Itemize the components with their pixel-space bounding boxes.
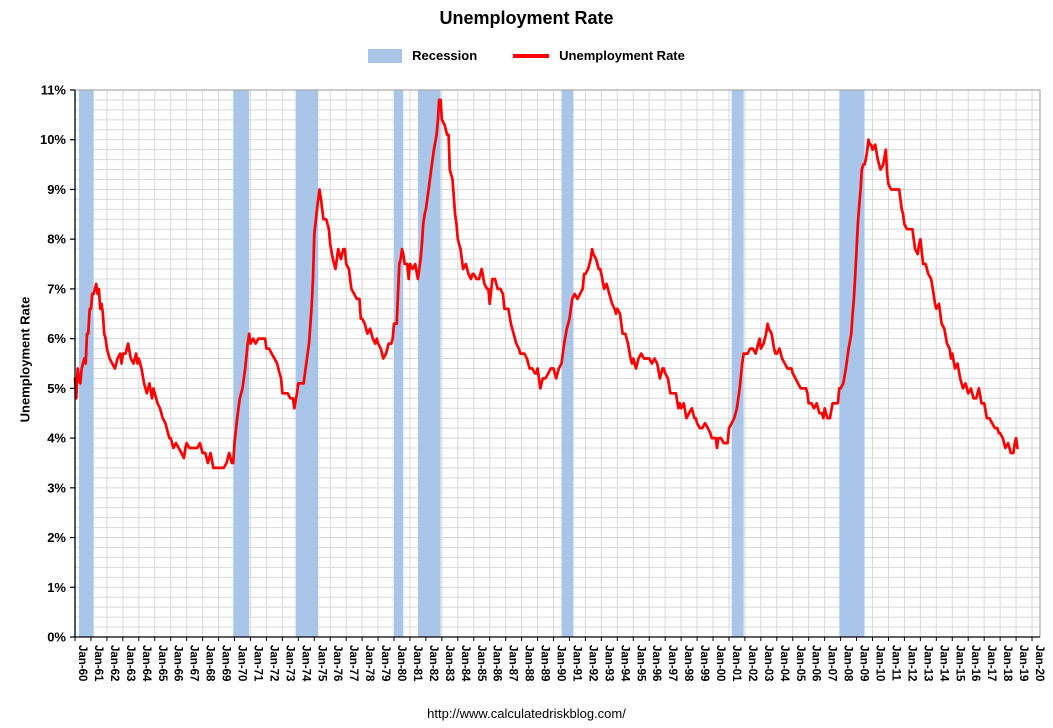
svg-text:Jan-07: Jan-07 <box>826 645 838 681</box>
svg-text:Jan-95: Jan-95 <box>634 645 646 682</box>
svg-text:Jan-90: Jan-90 <box>555 645 567 681</box>
svg-text:Jan-08: Jan-08 <box>842 645 854 682</box>
svg-text:Jan-09: Jan-09 <box>858 645 870 681</box>
svg-text:5%: 5% <box>47 381 66 396</box>
svg-text:Jan-77: Jan-77 <box>347 645 359 681</box>
svg-text:Jan-78: Jan-78 <box>363 645 375 682</box>
svg-text:Jan-67: Jan-67 <box>188 645 200 681</box>
svg-text:2%: 2% <box>47 530 66 545</box>
svg-text:1%: 1% <box>47 580 66 595</box>
svg-text:Jan-87: Jan-87 <box>507 645 519 681</box>
svg-text:Jan-12: Jan-12 <box>905 645 917 681</box>
svg-text:Jan-86: Jan-86 <box>491 645 503 681</box>
svg-text:Jan-19: Jan-19 <box>1017 645 1029 681</box>
svg-text:Jan-69: Jan-69 <box>220 645 232 681</box>
svg-text:Jan-18: Jan-18 <box>1001 645 1013 682</box>
svg-text:Jan-88: Jan-88 <box>523 645 535 682</box>
svg-text:Jan-15: Jan-15 <box>953 645 965 682</box>
svg-text:Jan-17: Jan-17 <box>985 645 997 681</box>
svg-text:Jan-06: Jan-06 <box>810 645 822 681</box>
svg-text:Jan-00: Jan-00 <box>714 645 726 681</box>
footer-url: http://www.calculatedriskblog.com/ <box>427 706 626 721</box>
svg-text:Jan-91: Jan-91 <box>570 645 582 682</box>
svg-text:Jan-83: Jan-83 <box>443 645 455 681</box>
svg-text:4%: 4% <box>47 431 66 446</box>
chart-title: Unemployment Rate <box>439 8 614 28</box>
svg-text:Jan-93: Jan-93 <box>602 645 614 681</box>
svg-text:3%: 3% <box>47 480 66 495</box>
svg-text:Jan-72: Jan-72 <box>267 645 279 681</box>
svg-text:Jan-68: Jan-68 <box>204 645 216 682</box>
svg-text:Jan-66: Jan-66 <box>172 645 184 681</box>
svg-text:Jan-04: Jan-04 <box>778 645 790 682</box>
svg-text:Jan-79: Jan-79 <box>379 645 391 681</box>
unemployment-line-swatch <box>513 53 550 58</box>
svg-text:10%: 10% <box>40 132 66 147</box>
svg-text:Jan-02: Jan-02 <box>746 645 758 681</box>
svg-text:Jan-20: Jan-20 <box>1033 645 1045 681</box>
svg-text:Jan-60: Jan-60 <box>76 645 88 681</box>
svg-text:Jan-05: Jan-05 <box>794 645 806 682</box>
svg-text:Jan-85: Jan-85 <box>475 645 487 682</box>
svg-text:Jan-16: Jan-16 <box>969 645 981 681</box>
svg-text:Jan-64: Jan-64 <box>140 645 152 682</box>
svg-text:Jan-73: Jan-73 <box>283 645 295 681</box>
svg-text:Jan-71: Jan-71 <box>251 645 263 682</box>
svg-text:Jan-84: Jan-84 <box>459 645 471 682</box>
svg-text:9%: 9% <box>47 182 66 197</box>
legend-label-unemployment: Unemployment Rate <box>559 48 685 63</box>
svg-text:Jan-92: Jan-92 <box>586 645 598 681</box>
svg-text:Jan-03: Jan-03 <box>762 645 774 681</box>
svg-text:Jan-82: Jan-82 <box>427 645 439 681</box>
svg-text:7%: 7% <box>47 281 66 296</box>
svg-text:8%: 8% <box>47 232 66 247</box>
svg-text:Jan-74: Jan-74 <box>299 645 311 682</box>
svg-text:Jan-76: Jan-76 <box>331 645 343 681</box>
recession-band-swatch <box>368 48 403 63</box>
unemployment-rate-chart: 0% 1% 2% 3% 4% 5% 6% 7% 8% 9% 10% 11% Jan-60 Jan-61 Ja… <box>40 83 1045 683</box>
legend: Recession Unemployment Rate <box>0 48 1053 63</box>
svg-text:Jan-99: Jan-99 <box>698 645 710 681</box>
svg-text:Jan-98: Jan-98 <box>682 645 694 682</box>
svg-text:11%: 11% <box>41 83 67 98</box>
svg-text:Jan-63: Jan-63 <box>124 645 136 681</box>
svg-text:Jan-75: Jan-75 <box>315 645 327 682</box>
svg-text:Jan-81: Jan-81 <box>411 645 423 682</box>
svg-text:Jan-61: Jan-61 <box>92 645 104 682</box>
legend-label-recession: Recession <box>412 48 478 63</box>
svg-text:Jan-97: Jan-97 <box>666 645 678 681</box>
svg-text:Jan-94: Jan-94 <box>618 645 630 682</box>
svg-text:Jan-89: Jan-89 <box>539 645 551 681</box>
svg-text:Jan-10: Jan-10 <box>874 645 886 681</box>
svg-text:Jan-13: Jan-13 <box>921 645 933 681</box>
svg-text:Jan-01: Jan-01 <box>730 645 742 682</box>
svg-text:Jan-80: Jan-80 <box>395 645 407 681</box>
svg-text:Jan-70: Jan-70 <box>236 645 248 681</box>
svg-text:Jan-62: Jan-62 <box>108 645 120 681</box>
svg-text:Jan-11: Jan-11 <box>889 645 901 681</box>
svg-text:Jan-65: Jan-65 <box>156 645 168 682</box>
svg-text:Jan-14: Jan-14 <box>937 645 949 682</box>
svg-text:Jan-96: Jan-96 <box>650 645 662 681</box>
svg-text:6%: 6% <box>47 331 66 346</box>
svg-text:0%: 0% <box>47 630 66 645</box>
